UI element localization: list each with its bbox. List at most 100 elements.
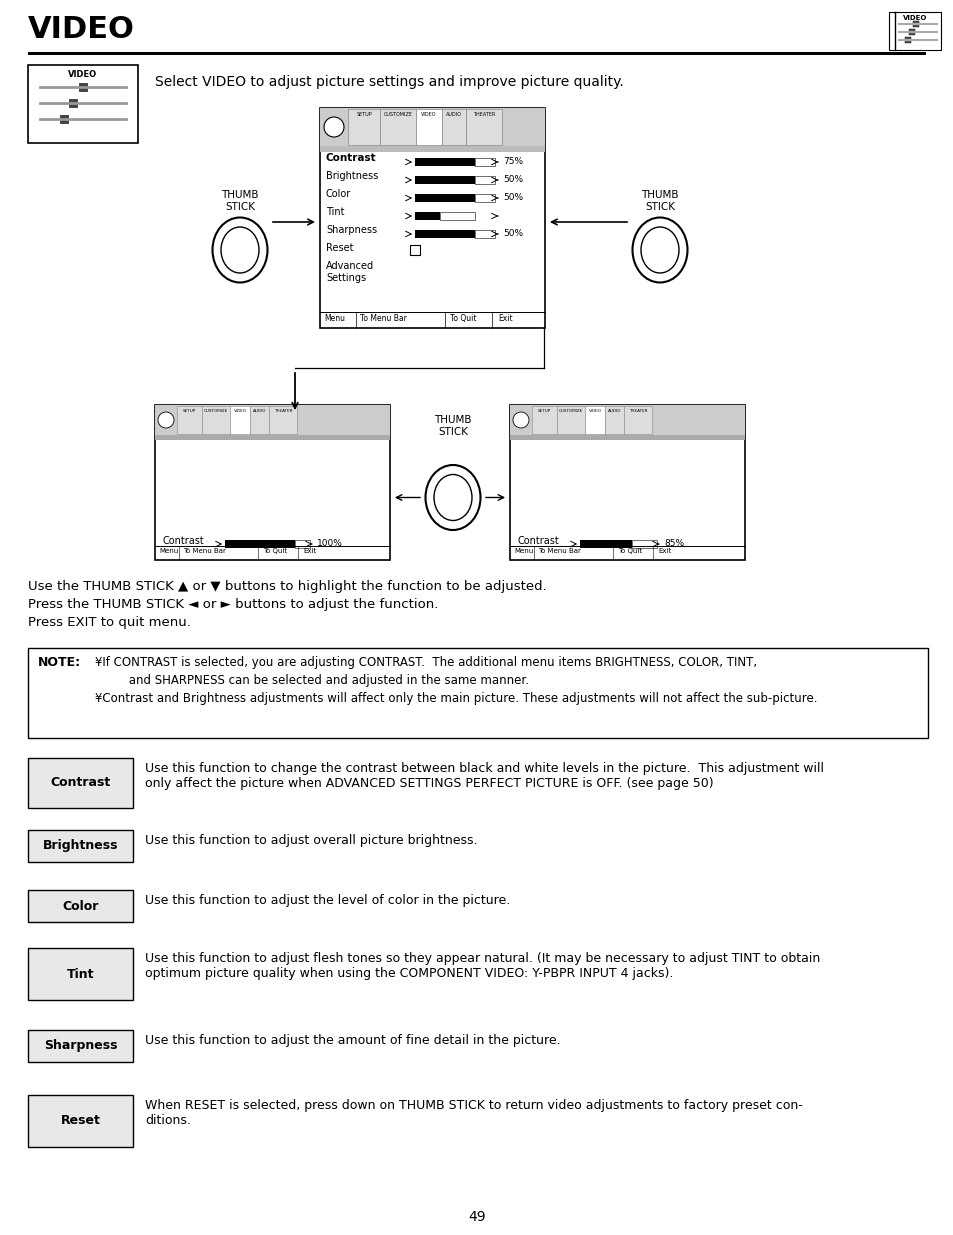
Text: Use this function to adjust overall picture brightness.: Use this function to adjust overall pict… bbox=[145, 834, 477, 847]
Text: THEATER: THEATER bbox=[274, 409, 292, 412]
Text: 49: 49 bbox=[468, 1210, 485, 1224]
Text: CUSTOMIZE: CUSTOMIZE bbox=[558, 409, 582, 412]
Text: SETUP: SETUP bbox=[537, 409, 551, 412]
Bar bbox=[888, 12, 940, 49]
Text: Menu: Menu bbox=[159, 548, 178, 555]
Text: VIDEO: VIDEO bbox=[902, 15, 926, 21]
Text: Use this function to adjust the level of color in the picture.: Use this function to adjust the level of… bbox=[145, 894, 510, 906]
Bar bbox=[415, 230, 475, 238]
Text: Sharpness: Sharpness bbox=[326, 225, 376, 235]
Bar bbox=[28, 52, 925, 54]
Bar bbox=[28, 948, 132, 1000]
Bar bbox=[475, 230, 495, 238]
Bar bbox=[416, 109, 441, 144]
Text: THUMB
STICK: THUMB STICK bbox=[221, 190, 258, 211]
Bar bbox=[230, 406, 250, 433]
Text: SETUP: SETUP bbox=[183, 409, 196, 412]
Ellipse shape bbox=[324, 117, 344, 137]
Bar bbox=[28, 65, 138, 143]
Text: To Quit: To Quit bbox=[618, 548, 641, 555]
Bar bbox=[510, 435, 744, 440]
Bar bbox=[28, 830, 132, 862]
Bar bbox=[557, 406, 584, 433]
Text: VIDEO: VIDEO bbox=[421, 112, 436, 117]
Text: Press EXIT to quit menu.: Press EXIT to quit menu. bbox=[28, 616, 191, 629]
Text: Use this function to adjust flesh tones so they appear natural. (It may be neces: Use this function to adjust flesh tones … bbox=[145, 952, 820, 981]
Bar bbox=[202, 406, 230, 433]
Text: SETUP: SETUP bbox=[355, 112, 372, 117]
Bar bbox=[79, 83, 87, 91]
Bar bbox=[584, 406, 604, 433]
Ellipse shape bbox=[640, 227, 679, 273]
Bar bbox=[465, 109, 501, 144]
Text: To Quit: To Quit bbox=[263, 548, 287, 555]
Bar bbox=[319, 146, 544, 152]
Ellipse shape bbox=[221, 227, 258, 273]
Ellipse shape bbox=[434, 474, 472, 520]
Bar bbox=[415, 158, 475, 165]
Text: Sharpness: Sharpness bbox=[44, 1040, 117, 1052]
Bar bbox=[319, 107, 544, 146]
Bar bbox=[912, 21, 918, 27]
Bar bbox=[415, 212, 439, 220]
Bar bbox=[69, 99, 76, 107]
Text: 50%: 50% bbox=[502, 194, 522, 203]
Text: Reset: Reset bbox=[60, 1114, 100, 1128]
Ellipse shape bbox=[513, 412, 529, 429]
Bar bbox=[441, 109, 465, 144]
Text: THEATER: THEATER bbox=[473, 112, 495, 117]
Ellipse shape bbox=[158, 412, 173, 429]
Text: Contrast: Contrast bbox=[326, 153, 376, 163]
Bar bbox=[475, 194, 495, 203]
Bar bbox=[415, 177, 475, 184]
Bar bbox=[28, 758, 132, 808]
Text: Brightness: Brightness bbox=[326, 170, 377, 182]
Text: Brightness: Brightness bbox=[43, 840, 118, 852]
Text: Menu: Menu bbox=[324, 314, 345, 324]
Bar bbox=[154, 435, 390, 440]
Bar bbox=[623, 406, 651, 433]
Text: VIDEO: VIDEO bbox=[28, 15, 134, 44]
Text: AUDIO: AUDIO bbox=[253, 409, 266, 412]
Text: VIDEO: VIDEO bbox=[233, 409, 246, 412]
Text: To Menu Bar: To Menu Bar bbox=[537, 548, 580, 555]
Text: 75%: 75% bbox=[502, 158, 522, 167]
Bar bbox=[510, 405, 744, 435]
Text: ¥Contrast and Brightness adjustments will affect only the main picture. These ad: ¥Contrast and Brightness adjustments wil… bbox=[95, 692, 817, 705]
Ellipse shape bbox=[425, 466, 480, 530]
Bar bbox=[532, 406, 557, 433]
Text: CUSTOMIZE: CUSTOMIZE bbox=[383, 112, 412, 117]
Bar bbox=[60, 115, 68, 124]
Text: VIDEO: VIDEO bbox=[588, 409, 601, 412]
Bar bbox=[379, 109, 416, 144]
Bar bbox=[348, 109, 379, 144]
Bar bbox=[904, 37, 910, 43]
Ellipse shape bbox=[632, 217, 687, 283]
Text: 50%: 50% bbox=[502, 230, 522, 238]
Text: AUDIO: AUDIO bbox=[607, 409, 620, 412]
Text: Exit: Exit bbox=[497, 314, 512, 324]
Text: Exit: Exit bbox=[303, 548, 315, 555]
Text: THUMB
STICK: THUMB STICK bbox=[434, 415, 471, 437]
Bar bbox=[410, 245, 419, 254]
Bar bbox=[250, 406, 269, 433]
Bar bbox=[154, 405, 390, 435]
Bar bbox=[439, 212, 475, 220]
Bar bbox=[475, 177, 495, 184]
Bar bbox=[154, 405, 390, 559]
Bar bbox=[415, 194, 475, 203]
Bar bbox=[28, 1095, 132, 1147]
Text: Reset: Reset bbox=[326, 243, 354, 253]
Text: 50%: 50% bbox=[502, 175, 522, 184]
Text: To Quit: To Quit bbox=[450, 314, 476, 324]
Bar bbox=[319, 107, 544, 329]
Text: AUDIO: AUDIO bbox=[446, 112, 461, 117]
Text: Tint: Tint bbox=[67, 967, 94, 981]
Text: Use the THUMB STICK ▲ or ▼ buttons to highlight the function to be adjusted.: Use the THUMB STICK ▲ or ▼ buttons to hi… bbox=[28, 580, 546, 593]
Text: To Menu Bar: To Menu Bar bbox=[359, 314, 406, 324]
Text: Contrast: Contrast bbox=[163, 536, 205, 546]
Text: Exit: Exit bbox=[658, 548, 671, 555]
Bar bbox=[294, 540, 310, 548]
Bar bbox=[177, 406, 202, 433]
Bar bbox=[28, 890, 132, 923]
